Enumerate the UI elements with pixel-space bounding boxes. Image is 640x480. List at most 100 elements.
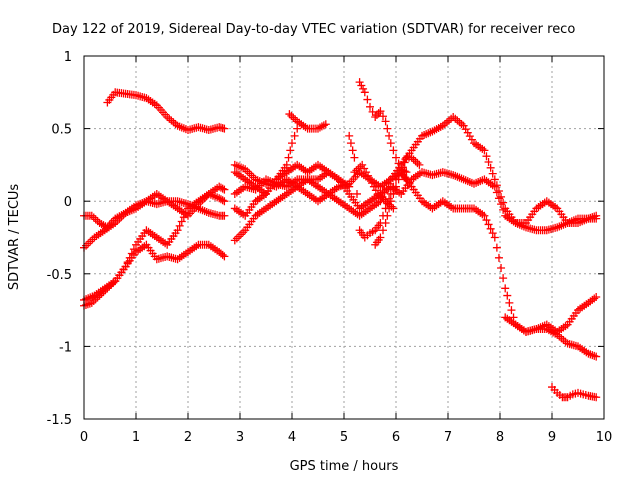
data-point <box>465 132 474 141</box>
data-point <box>364 171 373 180</box>
data-point <box>590 212 599 221</box>
data-point <box>592 393 601 402</box>
data-point <box>588 351 597 360</box>
data-point <box>400 158 409 167</box>
data-point <box>83 300 92 309</box>
data-point <box>121 262 130 271</box>
data-point <box>488 229 497 238</box>
data-point <box>394 159 403 168</box>
data-point <box>367 179 376 188</box>
data-point <box>230 236 239 245</box>
data-point <box>445 116 454 125</box>
data-point <box>350 168 359 177</box>
data-point <box>169 118 178 127</box>
x-tick-label: 10 <box>596 430 613 445</box>
data-point <box>505 298 514 307</box>
data-point <box>455 118 464 127</box>
data-point <box>415 160 424 169</box>
data-point <box>484 157 493 166</box>
data-point <box>451 114 460 123</box>
data-point <box>457 119 466 128</box>
series-arc-k <box>285 110 330 133</box>
data-point <box>381 197 390 206</box>
data-point <box>486 224 495 233</box>
data-point <box>220 211 229 220</box>
data-point <box>492 188 501 197</box>
data-point <box>492 181 501 190</box>
data-point <box>215 182 224 191</box>
y-tick-label: -1.5 <box>47 413 72 428</box>
data-point <box>584 349 593 358</box>
series-arc-b <box>80 197 229 232</box>
data-point <box>486 163 495 172</box>
data-point <box>81 301 90 310</box>
data-point <box>181 208 190 217</box>
data-point <box>383 124 392 133</box>
data-point <box>173 226 182 235</box>
data-point <box>97 289 106 298</box>
data-point <box>91 295 100 304</box>
data-point <box>346 139 355 148</box>
data-point <box>84 239 93 248</box>
data-point <box>381 218 390 227</box>
data-point <box>360 164 369 173</box>
x-tick-label: 5 <box>340 430 348 445</box>
x-tick-label: 7 <box>444 430 452 445</box>
data-point <box>358 160 367 169</box>
data-point <box>382 184 391 193</box>
data-point <box>287 111 296 120</box>
data-point <box>392 153 400 162</box>
data-point <box>87 211 96 220</box>
data-point <box>218 250 227 259</box>
data-point <box>411 157 420 166</box>
data-point <box>392 182 400 191</box>
data-point <box>461 125 470 134</box>
data-point <box>179 213 188 222</box>
x-tick-label: 3 <box>236 430 244 445</box>
data-point <box>368 107 377 116</box>
data-point <box>239 228 248 237</box>
data-point <box>247 171 256 180</box>
data-point <box>467 135 476 144</box>
data-point <box>89 297 98 306</box>
data-point <box>220 252 229 261</box>
data-point <box>319 121 328 130</box>
data-point <box>376 233 385 242</box>
data-point <box>285 110 294 119</box>
data-point <box>442 118 451 127</box>
series-arc-j <box>230 124 302 220</box>
data-point <box>234 232 243 241</box>
data-point <box>321 120 330 129</box>
data-point <box>586 213 595 222</box>
data-point <box>101 286 110 295</box>
x-tick-label: 4 <box>288 430 296 445</box>
data-point <box>402 175 411 184</box>
data-point <box>592 293 601 302</box>
data-point <box>398 163 407 172</box>
data-point <box>177 217 186 226</box>
series-arc-q <box>548 383 601 402</box>
data-point <box>592 352 601 361</box>
x-tick-label: 9 <box>548 430 556 445</box>
data-point <box>355 78 364 87</box>
data-point <box>82 241 91 250</box>
data-point <box>88 235 97 244</box>
data-point <box>376 107 385 116</box>
data-point <box>386 139 395 148</box>
data-markers <box>80 78 601 402</box>
x-tick-label: 0 <box>80 430 88 445</box>
data-point <box>379 112 387 121</box>
data-point <box>592 211 601 220</box>
data-point <box>383 211 392 220</box>
data-point <box>366 175 374 184</box>
data-point <box>389 204 398 213</box>
data-point <box>215 194 224 203</box>
data-point <box>123 258 132 267</box>
data-point <box>590 351 599 360</box>
data-point <box>165 114 174 123</box>
data-point <box>89 213 98 222</box>
data-point <box>289 113 298 122</box>
data-point <box>360 88 369 97</box>
data-point <box>93 293 102 302</box>
data-point <box>413 159 422 168</box>
